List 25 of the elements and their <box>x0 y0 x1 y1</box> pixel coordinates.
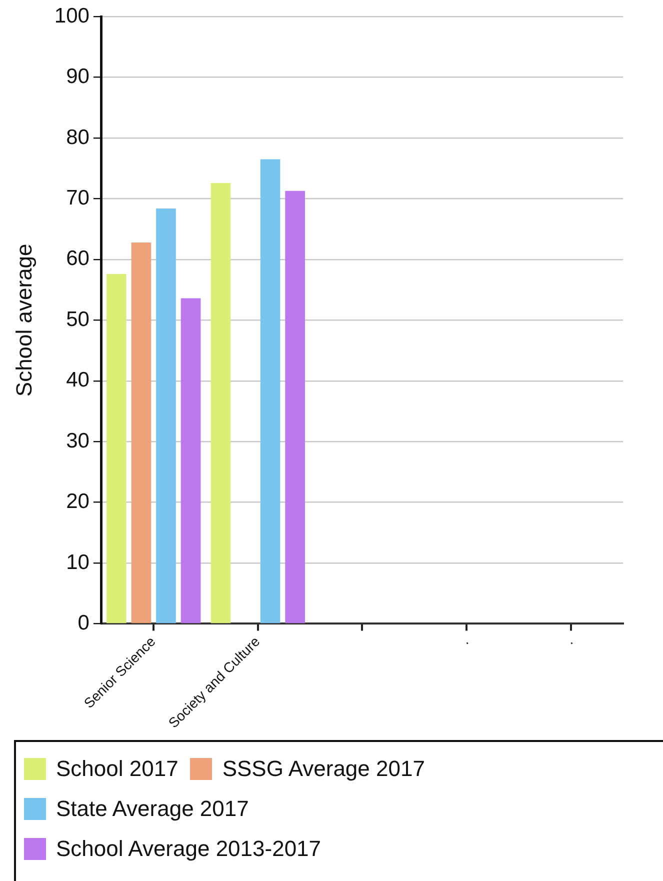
x-tick-label: . <box>562 633 576 648</box>
y-tick-label: 50 <box>66 308 90 331</box>
y-tick-label: 40 <box>66 368 90 392</box>
y-axis-title: School average <box>11 244 36 397</box>
y-tick-label: 100 <box>54 4 90 28</box>
bar <box>106 274 126 624</box>
bar <box>285 190 305 624</box>
bar <box>260 159 280 624</box>
legend-label: SSSG Average 2017 <box>222 756 425 782</box>
y-tick-label: 20 <box>66 490 90 514</box>
y-tick-label: 60 <box>66 247 90 270</box>
x-tick-label: . <box>457 633 472 648</box>
y-tick-label: 10 <box>66 550 90 574</box>
bar <box>210 182 231 624</box>
y-tick-label: 30 <box>66 429 90 452</box>
legend-label: State Average 2017 <box>56 796 249 822</box>
legend-label: School 2017 <box>56 756 178 782</box>
y-tick-label: 0 <box>78 612 90 635</box>
bar <box>156 208 176 624</box>
bar <box>180 298 201 624</box>
y-tick-label: 80 <box>66 126 90 149</box>
bar <box>131 242 152 624</box>
y-tick-label: 90 <box>66 65 90 88</box>
legend-label: School Average 2013-2017 <box>56 836 322 862</box>
y-tick-label: 70 <box>66 186 90 210</box>
